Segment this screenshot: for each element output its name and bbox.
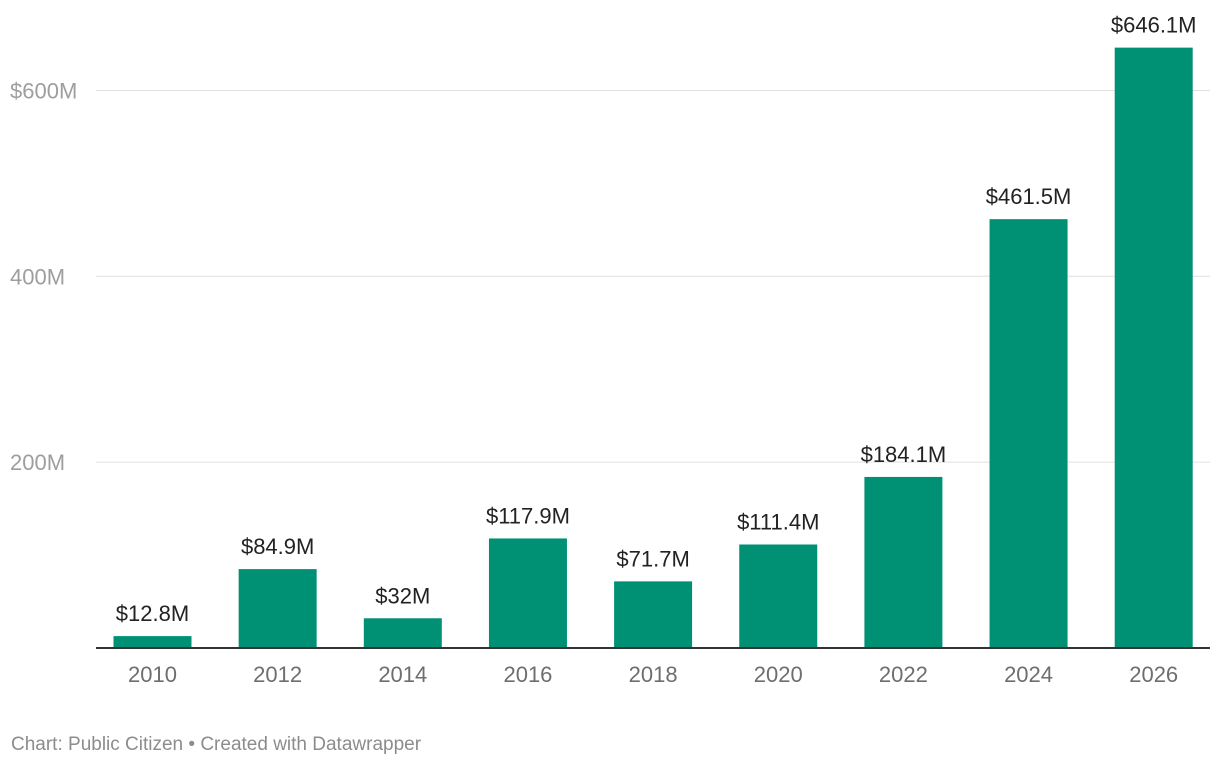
x-tick-label: 2014 (378, 662, 427, 687)
data-label-2012: $84.9M (241, 534, 314, 559)
bars (113, 47, 1193, 649)
x-tick-label: 2024 (1004, 662, 1053, 687)
y-tick-label: 200M (10, 450, 65, 475)
x-tick-label: 2016 (503, 662, 552, 687)
bar-2014 (363, 618, 442, 648)
y-tick-label: $600M (10, 78, 77, 103)
bar-chart: 200M 400M $600M $12.8M $84.9M $32M $117.9M $71… (10, 13, 1210, 687)
data-labels: $12.8M $84.9M $32M $117.9M $71.7M $111.4M $184… (116, 13, 1197, 626)
data-label-2018: $71.7M (616, 546, 689, 571)
x-axis-ticks: 2010 2012 2014 2016 2018 2020 2022 2024 2026 (128, 662, 1178, 687)
data-label-2026: $646.1M (1111, 13, 1197, 38)
x-tick-label: 2018 (629, 662, 678, 687)
data-label-2014: $32M (375, 583, 430, 608)
data-label-2010: $12.8M (116, 601, 189, 626)
chart-credit: Chart: Public Citizen • Created with Dat… (11, 734, 422, 755)
bar-2020 (739, 544, 818, 648)
x-tick-label: 2020 (754, 662, 803, 687)
data-label-2016: $117.9M (486, 503, 570, 528)
bar-2022 (864, 476, 943, 648)
bar-2024 (989, 219, 1068, 649)
data-label-2020: $111.4M (737, 509, 819, 534)
data-label-2024: $461.5M (986, 184, 1072, 209)
bar-2018 (614, 581, 693, 648)
x-tick-label: 2026 (1129, 662, 1178, 687)
bar-2010 (113, 636, 192, 648)
bar-2012 (238, 569, 317, 648)
gridlines: 200M 400M $600M (10, 78, 1210, 475)
x-tick-label: 2022 (879, 662, 928, 687)
data-label-2022: $184.1M (861, 442, 947, 467)
bar-2016 (488, 538, 567, 648)
x-tick-label: 2010 (128, 662, 177, 687)
x-tick-label: 2012 (253, 662, 302, 687)
y-tick-label: 400M (10, 264, 65, 289)
bar-2026 (1114, 47, 1193, 648)
